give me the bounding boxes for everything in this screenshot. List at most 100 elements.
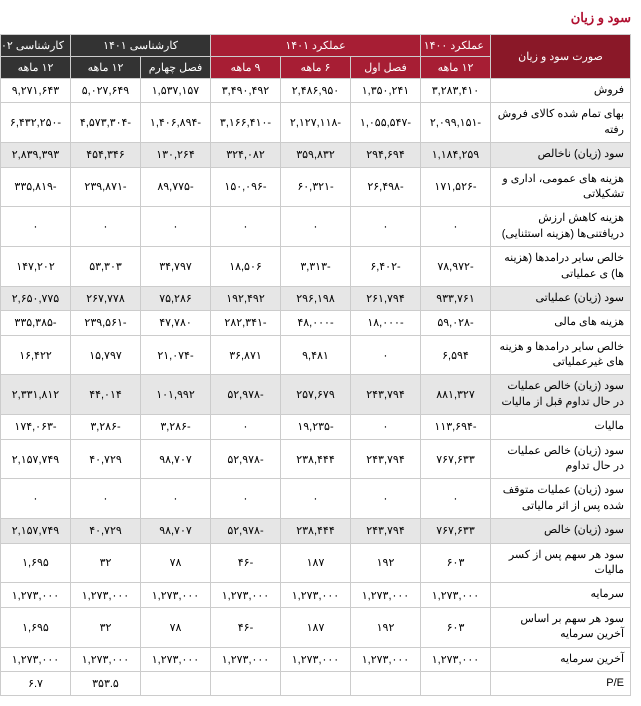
row-label: هزینه کاهش ارزش دریافتنی‌ها (هزینه استثن…	[491, 207, 631, 247]
cell-value: ۳,۴۹۰,۴۹۲	[211, 79, 281, 103]
row-label: سود (زیان) خالص	[491, 519, 631, 543]
cell-value: ۱۰۱,۹۹۲	[141, 375, 211, 415]
row-label: خالص سایر درامدها (هزینه ها) ی عملیاتی	[491, 247, 631, 287]
row-label: سود (زیان) خالص عملیات در حال تداوم	[491, 439, 631, 479]
cell-value: ۰	[351, 207, 421, 247]
cell-value: ۵۳,۳۰۳	[71, 247, 141, 287]
cell-value: ۶۰۳	[421, 607, 491, 647]
table-row: خالص سایر درامدها (هزینه ها) ی عملیاتی-۷…	[1, 247, 631, 287]
cell-value: -۲,۱۲۷,۱۱۸	[281, 103, 351, 143]
table-row: فروش۳,۲۸۳,۴۱۰۱,۳۵۰,۲۴۱۲,۴۸۶,۹۵۰۳,۴۹۰,۴۹۲…	[1, 79, 631, 103]
cell-value: ۱۹۲,۴۹۲	[211, 286, 281, 310]
cell-value: -۴,۵۷۳,۳۰۴	[71, 103, 141, 143]
cell-value: -۲,۰۹۹,۱۵۱	[421, 103, 491, 143]
cell-value: ۰	[351, 335, 421, 375]
cell-value: ۰	[351, 479, 421, 519]
table-body: فروش۳,۲۸۳,۴۱۰۱,۳۵۰,۲۴۱۲,۴۸۶,۹۵۰۳,۴۹۰,۴۹۲…	[1, 79, 631, 696]
cell-value: ۰	[141, 207, 211, 247]
cell-value: -۴۶	[211, 607, 281, 647]
cell-value: ۲۶۷,۷۷۸	[71, 286, 141, 310]
cell-value: ۲۴۳,۷۹۴	[351, 439, 421, 479]
cell-value: -۶۰,۳۲۱	[281, 167, 351, 207]
row-label: سود (زیان) عملیات متوقف شده پس از اثر ما…	[491, 479, 631, 519]
cell-value: ۱۵,۷۹۷	[71, 335, 141, 375]
cell-value: ۱۸۷	[281, 543, 351, 583]
cell-value: ۰	[281, 207, 351, 247]
table-row: سود (زیان) ناخالص۱,۱۸۴,۲۵۹۲۹۴,۶۹۴۳۵۹,۸۳۲…	[1, 143, 631, 167]
cell-value: ۱,۲۷۳,۰۰۰	[71, 647, 141, 671]
cell-value: ۱,۲۷۳,۰۰۰	[351, 647, 421, 671]
header-group: صورت سود و زیان	[491, 35, 631, 79]
table-row: خالص سایر درامدها و هزینه های غیرعملیاتی…	[1, 335, 631, 375]
table-header: صورت سود و زیانعملکرد ۱۴۰۰عملکرد ۱۴۰۱کار…	[1, 35, 631, 79]
table-row: سود هر سهم بر اساس آخرین سرمایه۶۰۳۱۹۲۱۸۷…	[1, 607, 631, 647]
cell-value: -۵۲,۹۷۸	[211, 375, 281, 415]
cell-value: ۷۸	[141, 543, 211, 583]
cell-value: ۲۳۸,۴۴۴	[281, 519, 351, 543]
cell-value: -۳۳۵,۳۸۵	[1, 311, 71, 335]
cell-value: -۱۷۱,۵۲۶	[421, 167, 491, 207]
cell-value: -۳,۲۸۶	[71, 415, 141, 439]
cell-value: -۵۲,۹۷۸	[211, 439, 281, 479]
cell-value: -۱۷۴,۰۶۳	[1, 415, 71, 439]
cell-value: ۰	[421, 479, 491, 519]
cell-value	[211, 671, 281, 695]
header-sub: فصل اول	[351, 57, 421, 79]
cell-value: -۶,۴۳۲,۲۵۰	[1, 103, 71, 143]
cell-value: -۱۸,۰۰۰	[351, 311, 421, 335]
cell-value: ۳,۲۸۳,۴۱۰	[421, 79, 491, 103]
cell-value: ۶,۵۹۴	[421, 335, 491, 375]
row-label: سود هر سهم پس از کسر مالیات	[491, 543, 631, 583]
cell-value: ۱,۳۵۰,۲۴۱	[351, 79, 421, 103]
cell-value: -۱۱۳,۶۹۴	[421, 415, 491, 439]
cell-value	[141, 671, 211, 695]
cell-value: ۱۳۰,۲۶۴	[141, 143, 211, 167]
table-row: بهای تمام شده کالای فروش رفته-۲,۰۹۹,۱۵۱-…	[1, 103, 631, 143]
cell-value: ۹۳۳,۷۶۱	[421, 286, 491, 310]
row-label: هزینه های مالی	[491, 311, 631, 335]
table-row: سود (زیان) عملیات متوقف شده پس از اثر ما…	[1, 479, 631, 519]
cell-value: ۱,۲۷۳,۰۰۰	[1, 647, 71, 671]
cell-value: ۰	[211, 415, 281, 439]
cell-value: ۹,۴۸۱	[281, 335, 351, 375]
table-row: سود (زیان) خالص۷۶۷,۶۳۳۲۴۳,۷۹۴۲۳۸,۴۴۴-۵۲,…	[1, 519, 631, 543]
cell-value: ۱۶,۴۲۲	[1, 335, 71, 375]
cell-value: ۰	[1, 207, 71, 247]
row-label: سود (زیان) عملیاتی	[491, 286, 631, 310]
cell-value: ۰	[1, 479, 71, 519]
table-row: سرمایه۱,۲۷۳,۰۰۰۱,۲۷۳,۰۰۰۱,۲۷۳,۰۰۰۱,۲۷۳,۰…	[1, 583, 631, 607]
cell-value: ۲,۱۵۷,۷۴۹	[1, 519, 71, 543]
cell-value: ۳۲۴,۰۸۲	[211, 143, 281, 167]
cell-value: ۷۶۷,۶۳۳	[421, 439, 491, 479]
cell-value: ۱,۵۳۷,۱۵۷	[141, 79, 211, 103]
cell-value: ۰	[281, 479, 351, 519]
cell-value: -۸۹,۷۷۵	[141, 167, 211, 207]
cell-value: ۱,۲۷۳,۰۰۰	[281, 583, 351, 607]
row-label: سود (زیان) خالص عملیات در حال تداوم قبل …	[491, 375, 631, 415]
cell-value: -۳,۱۶۶,۴۱۰	[211, 103, 281, 143]
row-label: سود هر سهم بر اساس آخرین سرمایه	[491, 607, 631, 647]
cell-value: ۴۰,۷۲۹	[71, 519, 141, 543]
cell-value: ۱,۲۷۳,۰۰۰	[211, 647, 281, 671]
header-sub: ۱۲ ماهه	[1, 57, 71, 79]
cell-value: -۲۶,۴۹۸	[351, 167, 421, 207]
cell-value: -۴۶	[211, 543, 281, 583]
cell-value: -۲۳۹,۸۷۱	[71, 167, 141, 207]
cell-value: ۰	[71, 207, 141, 247]
cell-value: ۶۰۳	[421, 543, 491, 583]
cell-value: -۴۸,۰۰۰	[281, 311, 351, 335]
cell-value	[421, 671, 491, 695]
cell-value: -۷۸,۹۷۲	[421, 247, 491, 287]
cell-value: ۳۲	[71, 543, 141, 583]
table-row: هزینه کاهش ارزش دریافتنی‌ها (هزینه استثن…	[1, 207, 631, 247]
header-group: کارشناسی ۱۴۰۲	[1, 35, 71, 57]
cell-value: -۲۸۲,۳۴۱	[211, 311, 281, 335]
table-row: سود (زیان) خالص عملیات در حال تداوم۷۶۷,۶…	[1, 439, 631, 479]
cell-value: ۳۵۳.۵	[71, 671, 141, 695]
cell-value: -۶,۴۰۲	[351, 247, 421, 287]
cell-value: ۱۹۲	[351, 543, 421, 583]
cell-value: ۲۵۷,۶۷۹	[281, 375, 351, 415]
cell-value: ۴۷,۷۸۰	[141, 311, 211, 335]
cell-value: ۳۵۹,۸۳۲	[281, 143, 351, 167]
cell-value: ۰	[141, 479, 211, 519]
